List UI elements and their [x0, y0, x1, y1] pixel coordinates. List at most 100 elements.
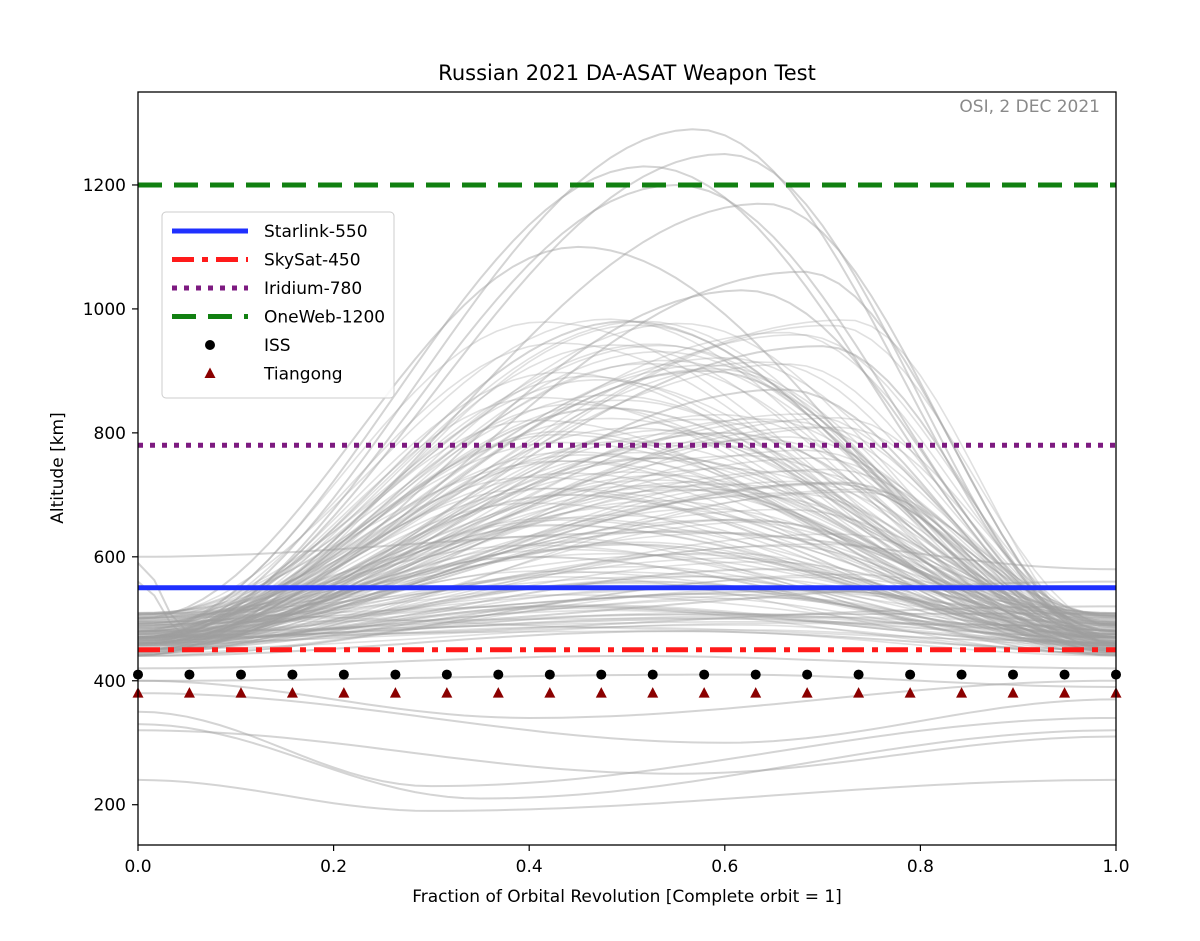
debris-curve [138, 543, 1116, 624]
debris-curve [138, 561, 1116, 640]
x-tick-label: 1.0 [1102, 857, 1129, 877]
debris-curve [138, 616, 1116, 652]
debris-curve [138, 612, 1116, 646]
debris-curve [138, 622, 1116, 651]
marker-tiangong [235, 687, 247, 698]
x-tick-label: 0.6 [711, 857, 738, 877]
marker-tiangong [286, 687, 298, 698]
debris-curve [138, 433, 1116, 651]
marker-iss [390, 669, 401, 680]
marker-tiangong [647, 687, 659, 698]
debris-curve [138, 202, 1116, 639]
debris-curve [138, 594, 1116, 643]
debris-curve [138, 413, 1116, 650]
debris-curve [138, 457, 1116, 647]
debris-curve [138, 324, 1116, 657]
x-axis-label: Fraction of Orbital Revolution [Complete… [412, 887, 842, 907]
debris-curve [138, 319, 1116, 647]
marker-iss [596, 669, 607, 680]
debris-curve [138, 488, 1116, 654]
debris-curve [138, 436, 1116, 640]
debris-curve [138, 367, 1116, 655]
marker-iss [338, 669, 349, 680]
debris-curve [138, 508, 1116, 617]
debris-curve [138, 416, 1116, 636]
debris-curve [138, 350, 1116, 639]
debris-curve [138, 555, 1116, 645]
debris-curve [138, 183, 1116, 645]
debris-curve [138, 460, 1116, 642]
debris-curve [138, 548, 1116, 637]
debris-curve [138, 388, 1116, 651]
debris-curve [138, 541, 1116, 650]
marker-tiangong [1059, 687, 1071, 698]
debris-curve [138, 587, 1116, 657]
y-tick-label: 400 [94, 672, 126, 692]
marker-iss [956, 669, 967, 680]
debris-curve [138, 535, 1116, 656]
y-tick-label: 1200 [83, 176, 126, 196]
debris-curve [138, 344, 1116, 616]
debris-curve [138, 399, 1116, 642]
debris-curve [138, 378, 1116, 627]
debris-curve [138, 375, 1116, 657]
debris-curve [138, 488, 1116, 641]
debris-curve [138, 479, 1116, 651]
legend-swatch [205, 340, 215, 350]
marker-tiangong [389, 687, 401, 698]
debris-curve [138, 487, 1116, 633]
debris-curve [138, 519, 1116, 638]
debris-curve [138, 529, 1116, 635]
debris-curve [138, 520, 1116, 653]
debris-curve [138, 419, 1116, 657]
debris-curve [138, 472, 1116, 647]
debris-curve [138, 620, 1116, 633]
debris-curve [138, 331, 1116, 629]
marker-iss [235, 669, 246, 680]
marker-iss [184, 669, 195, 680]
x-tick-label: 0.8 [907, 857, 934, 877]
x-tick-label: 0.2 [320, 857, 347, 877]
debris-curve [138, 441, 1116, 638]
y-axis-label: Altitude [km] [48, 412, 68, 524]
debris-curve [138, 481, 1116, 639]
marker-tiangong [750, 687, 762, 698]
debris-curve [138, 426, 1116, 651]
debris-curve [138, 502, 1116, 645]
debris-curve [138, 575, 1116, 656]
debris-curve [138, 457, 1116, 651]
debris-curve [138, 492, 1116, 654]
marker-iss [1059, 669, 1070, 680]
marker-iss [493, 669, 504, 680]
marker-tiangong [698, 687, 710, 698]
debris-curve [138, 413, 1116, 644]
debris-curve [138, 543, 1116, 645]
debris-curve [138, 344, 1116, 647]
y-axis-ticks: 200 400 600 800 1000 1200 [83, 176, 138, 816]
legend-label: ISS [264, 336, 291, 356]
debris-curve [138, 456, 1116, 639]
debris-curve [138, 590, 1116, 646]
debris-curve [138, 430, 1116, 653]
debris-curve [138, 517, 1116, 642]
marker-iss [441, 669, 452, 680]
debris-curve [138, 356, 1116, 625]
debris-curve [138, 320, 1116, 639]
debris-curve [138, 460, 1116, 639]
debris-curve [138, 480, 1116, 646]
debris-curve [138, 490, 1116, 628]
debris-curve [138, 394, 1116, 636]
debris-curve [138, 483, 1116, 653]
debris-curve [138, 710, 1116, 788]
reference-lines [138, 182, 1116, 653]
debris-curve [138, 343, 1116, 628]
debris-curve [138, 612, 1116, 646]
marker-tiangong [183, 687, 195, 698]
debris-curve [138, 624, 1116, 654]
debris-curve [138, 471, 1116, 655]
debris-curve [138, 673, 1116, 688]
debris-curve [138, 514, 1116, 650]
legend-label: Tiangong [263, 365, 343, 385]
debris-curve [138, 607, 1116, 650]
